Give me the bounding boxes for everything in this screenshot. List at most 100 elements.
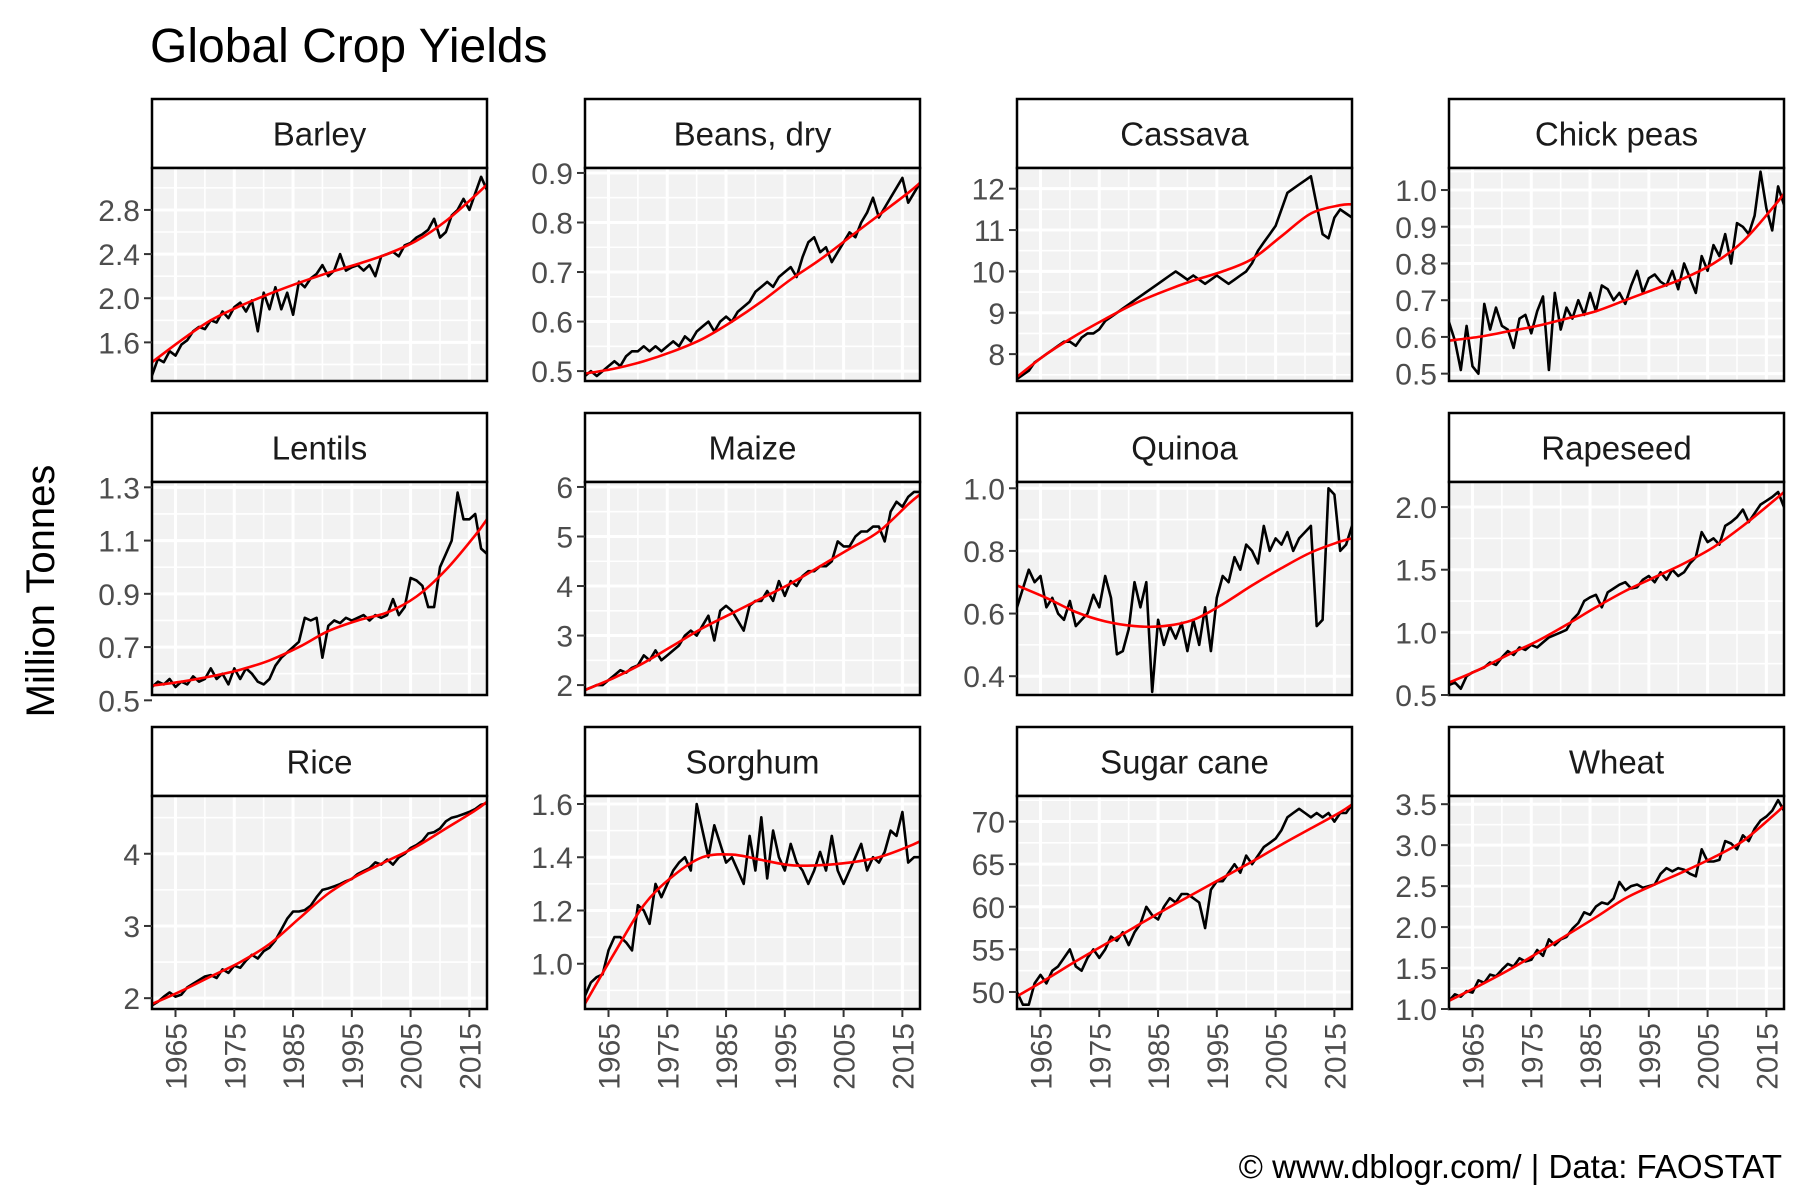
y-tick-label: 12 bbox=[972, 174, 1005, 207]
y-tick-label: 1.0 bbox=[1395, 994, 1437, 1027]
y-tick-label: 9 bbox=[988, 298, 1005, 331]
facet-sugar-cane: Sugar cane 50 55 60 65 70 1965 1975 1985 1995 2005… bbox=[972, 725, 1354, 1090]
y-tick-label: 1.6 bbox=[531, 789, 573, 822]
y-tick-label: 0.6 bbox=[1395, 322, 1437, 355]
y-tick-label: 0.5 bbox=[98, 685, 140, 718]
facet-rice: Rice 2 3 4 1965 1975 1985 1995 2005 2015 bbox=[123, 725, 489, 1090]
facet-strip bbox=[1447, 97, 1786, 170]
panel-grid bbox=[1017, 796, 1352, 1009]
series-line-actual bbox=[1017, 803, 1352, 1006]
facet-sorghum: Sorghum 1.0 1.2 1.4 1.6 1965 1975 1985 1995 2005 2… bbox=[531, 725, 922, 1090]
series-line-trend bbox=[585, 840, 920, 1005]
x-tick-label: 1975 bbox=[1084, 1023, 1117, 1090]
panel-border bbox=[150, 166, 489, 383]
y-tick-label: 1.3 bbox=[98, 472, 140, 505]
facet-maize: Maize 2 3 4 5 6 bbox=[556, 411, 922, 703]
y-tick-label: 10 bbox=[972, 256, 1005, 289]
panel-border bbox=[1015, 480, 1354, 697]
x-tick-label: 1975 bbox=[1516, 1023, 1549, 1090]
series-line-trend bbox=[152, 800, 487, 1006]
facet-strip-label: Maize bbox=[708, 430, 796, 467]
series-line-trend bbox=[1449, 804, 1784, 1002]
y-tick-label: 3.0 bbox=[1395, 830, 1437, 863]
panel-background bbox=[1449, 168, 1784, 381]
panel-background bbox=[585, 482, 920, 695]
facet-strip-label: Sorghum bbox=[686, 744, 820, 781]
y-tick-label: 1.2 bbox=[531, 895, 573, 928]
series-line-trend bbox=[585, 181, 920, 375]
series-line-actual bbox=[152, 175, 487, 376]
y-tick-label: 1.4 bbox=[531, 842, 573, 875]
panel-border bbox=[150, 480, 489, 697]
y-tick-label: 0.8 bbox=[963, 536, 1005, 569]
y-tick-label: 0.7 bbox=[98, 632, 140, 665]
series-line-actual bbox=[1449, 798, 1784, 1002]
series-line-actual bbox=[1449, 490, 1784, 690]
x-tick-label: 1985 bbox=[1143, 1023, 1176, 1090]
y-tick-label: 8 bbox=[988, 339, 1005, 372]
y-tick-label: 6 bbox=[556, 472, 573, 505]
panel-border bbox=[583, 794, 922, 1011]
facet-strip-label: Sugar cane bbox=[1100, 744, 1269, 781]
y-tick-label: 1.0 bbox=[963, 473, 1005, 506]
x-tick-label: 1995 bbox=[1634, 1023, 1667, 1090]
panel-grid bbox=[1017, 168, 1352, 381]
y-tick-label: 0.6 bbox=[963, 599, 1005, 632]
facet-strip bbox=[1015, 411, 1354, 484]
facet-chick-peas: Chick peas 0.5 0.6 0.7 0.80.9 1.0 bbox=[1395, 97, 1786, 392]
y-tick-label: 1.0 bbox=[531, 949, 573, 982]
panel-grid bbox=[585, 482, 920, 695]
panel-background bbox=[1017, 168, 1352, 381]
x-tick-label: 1995 bbox=[770, 1023, 803, 1090]
panel-border bbox=[583, 166, 922, 383]
facet-beans-dry: Beans, dry 0.5 0.6 0.7 0.8 0.9 bbox=[531, 97, 922, 389]
y-tick-label: 11 bbox=[974, 215, 1005, 248]
x-tick-label: 1965 bbox=[1026, 1023, 1059, 1090]
y-tick-label: 2.8 bbox=[98, 195, 140, 228]
y-tick-label: 0.4 bbox=[963, 661, 1005, 694]
x-tick-label: 2005 bbox=[829, 1023, 862, 1090]
y-tick-label: 3.5 bbox=[1395, 789, 1437, 822]
series-line-trend bbox=[585, 493, 920, 692]
y-tick-label: 1.0 bbox=[1395, 175, 1437, 208]
y-tick-label: 1.0 bbox=[1395, 617, 1437, 650]
series-line-actual bbox=[152, 491, 487, 689]
y-tick-label: 1.5 bbox=[1395, 953, 1437, 986]
facet-quinoa: Quinoa 0.4 0.6 0.8 1.0 bbox=[963, 411, 1354, 697]
y-tick-label: 60 bbox=[972, 892, 1005, 925]
x-tick-label: 1975 bbox=[219, 1023, 252, 1090]
y-tick-label: 0.5 bbox=[531, 356, 573, 389]
facet-strip bbox=[1015, 97, 1354, 170]
y-tick-label: 3 bbox=[123, 911, 140, 944]
x-tick-label: 1995 bbox=[1202, 1023, 1235, 1090]
panel-grid bbox=[585, 796, 920, 1009]
y-tick-label: 1.1 bbox=[98, 526, 140, 559]
panel-background bbox=[1017, 482, 1352, 695]
y-tick-label: 50 bbox=[972, 977, 1005, 1010]
x-tick-label: 2005 bbox=[1693, 1023, 1726, 1090]
series-line-trend bbox=[1449, 491, 1784, 684]
y-tick-label: 0.9 bbox=[1395, 212, 1437, 245]
x-tick-label: 1995 bbox=[337, 1023, 370, 1090]
panel-background bbox=[585, 168, 920, 381]
panel-grid bbox=[152, 796, 487, 1009]
facet-strip-label: Beans, dry bbox=[674, 116, 832, 153]
facet-strip-label: Rice bbox=[286, 744, 352, 781]
y-tick-label: 0.7 bbox=[531, 257, 573, 290]
panel-grid bbox=[152, 482, 487, 695]
y-tick-label: 2.5 bbox=[1395, 871, 1437, 904]
y-tick-label: 55 bbox=[972, 934, 1005, 967]
panel-border bbox=[583, 480, 922, 697]
series-line-actual bbox=[1449, 170, 1784, 375]
x-tick-label: 2015 bbox=[1319, 1023, 1352, 1090]
x-tick-label: 1975 bbox=[652, 1023, 685, 1090]
facet-cassava: Cassava 8 9 10 11 12 bbox=[972, 97, 1354, 383]
series-line-trend bbox=[152, 183, 487, 364]
y-tick-label: 65 bbox=[972, 849, 1005, 882]
x-tick-label: 2005 bbox=[1261, 1023, 1294, 1090]
facet-strip bbox=[1015, 725, 1354, 798]
y-tick-label: 2.0 bbox=[98, 283, 140, 316]
series-line-trend bbox=[1449, 192, 1784, 342]
chart-caption: © www.dblogr.com/ | Data: FAOSTAT bbox=[1239, 1148, 1782, 1185]
facet-strip bbox=[1447, 411, 1786, 484]
